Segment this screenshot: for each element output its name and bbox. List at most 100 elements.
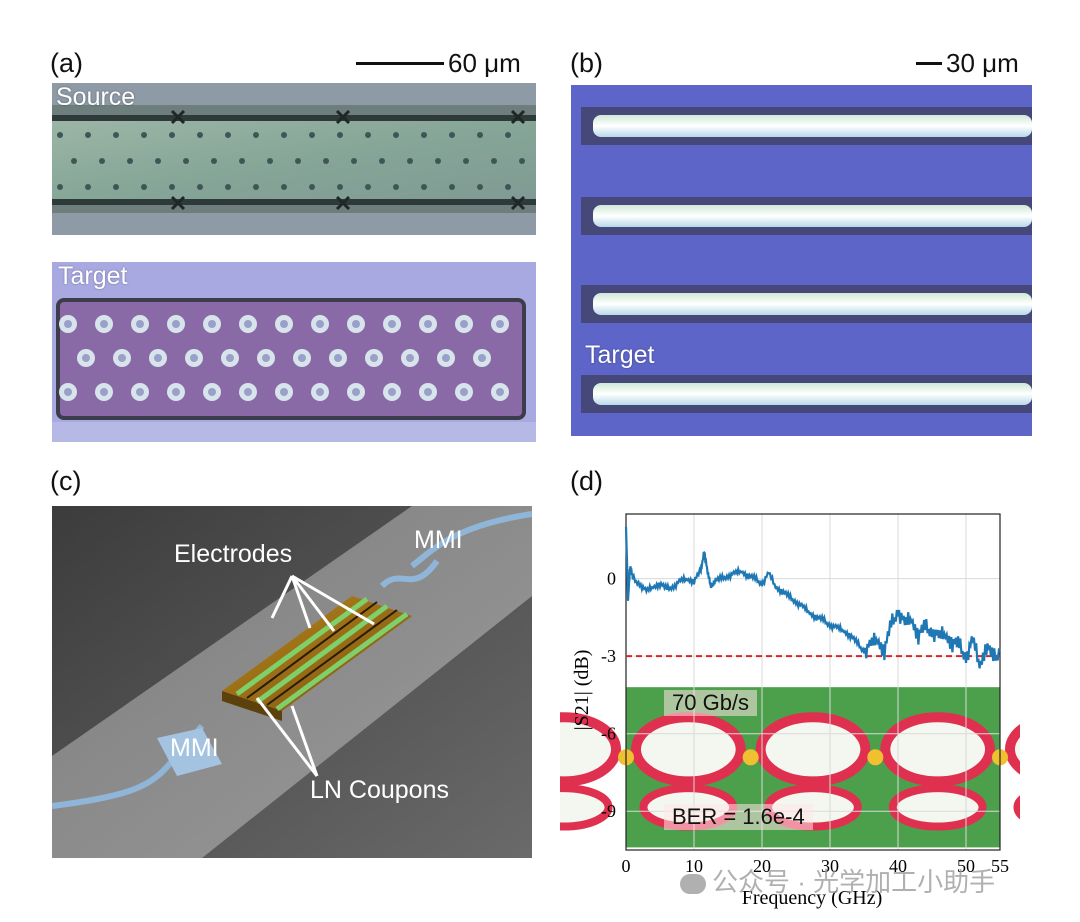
source-hole <box>141 132 147 138</box>
source-hole <box>393 132 399 138</box>
eye-opening <box>560 712 622 787</box>
source-hole <box>337 184 343 190</box>
source-hole <box>253 132 259 138</box>
source-hole <box>85 184 91 190</box>
electrodes-annotation: Electrodes <box>174 540 293 568</box>
source-hole <box>477 184 483 190</box>
eye-opening <box>880 712 996 787</box>
eye-diagram-inset <box>560 687 1020 848</box>
target-ring-core <box>424 320 432 328</box>
target-ring-core <box>478 354 486 362</box>
panel-b-photo: Target <box>571 85 1032 436</box>
device-3d-render <box>52 506 532 858</box>
panel-a-source-photo: Source <box>52 83 536 235</box>
target-ring-core <box>460 388 468 396</box>
scale-bar-line <box>356 61 444 65</box>
source-hole <box>519 158 525 164</box>
y-tick-label: -9 <box>601 801 616 821</box>
target-ring-core <box>208 320 216 328</box>
x-tick-label: 55 <box>991 856 1009 876</box>
target-ring-core <box>136 320 144 328</box>
target-ring-core <box>64 388 72 396</box>
watermark: 公众号 · 光学加工小助手 <box>680 862 995 899</box>
plot-frame <box>625 513 1001 851</box>
source-hole <box>169 132 175 138</box>
target-ring-core <box>172 320 180 328</box>
target-ring-core <box>334 354 342 362</box>
x-tick-label: 20 <box>753 856 771 876</box>
source-hole <box>505 184 511 190</box>
source-hole <box>239 158 245 164</box>
source-hole <box>127 158 133 164</box>
target-ring-core <box>64 320 72 328</box>
source-hole <box>99 158 105 164</box>
target-ring-core <box>100 320 108 328</box>
source-hole <box>435 158 441 164</box>
source-hole <box>141 184 147 190</box>
scale-bar-line <box>916 61 942 65</box>
y-tick-label: -3 <box>601 646 616 666</box>
waveguide-array-image <box>571 85 1032 436</box>
x-tick-label: 40 <box>889 856 907 876</box>
source-hole <box>365 132 371 138</box>
source-label: Source <box>56 83 136 111</box>
wechat-icon <box>680 874 706 895</box>
eye-crossing <box>742 749 759 766</box>
chart-axes: 0 10 20 30 40 50 55 0 -3 -6 -9 <box>601 513 1009 876</box>
target-ring-core <box>388 388 396 396</box>
waveguide <box>593 383 1032 405</box>
panel-a-target-photo: Target <box>52 262 536 442</box>
source-hole <box>85 132 91 138</box>
y-axis-label: |S21| (dB) <box>571 650 593 731</box>
source-microscope-image <box>52 83 536 235</box>
target-ring-core <box>496 388 504 396</box>
target-ring-core <box>352 320 360 328</box>
source-hole <box>449 132 455 138</box>
waveguide <box>593 115 1032 137</box>
target-ring-core <box>352 388 360 396</box>
target-ring-core <box>460 320 468 328</box>
target-ring-core <box>154 354 162 362</box>
source-hole <box>183 158 189 164</box>
source-hole <box>491 158 497 164</box>
x-tick-label: 50 <box>957 856 975 876</box>
eye-opening <box>755 712 871 787</box>
panel-b-label: (b) <box>570 48 603 78</box>
x-tick-label: 30 <box>821 856 839 876</box>
source-hole <box>211 158 217 164</box>
target-ring-core <box>226 354 234 362</box>
panel-d-label: (d) <box>570 466 603 496</box>
eye-opening-lower <box>888 784 987 831</box>
waveguide <box>593 293 1032 315</box>
source-hole <box>281 132 287 138</box>
target-microscope-image <box>52 262 536 442</box>
target-ring-core <box>244 320 252 328</box>
panel-a-scale-bar: 60 μm <box>356 48 521 79</box>
source-hole <box>197 132 203 138</box>
target-ring-core <box>82 354 90 362</box>
source-hole <box>295 158 301 164</box>
y-tick-label: 0 <box>607 569 616 589</box>
source-hole <box>71 158 77 164</box>
target-ring-core <box>262 354 270 362</box>
target-ring-core <box>208 388 216 396</box>
y-tick-label: -6 <box>601 724 616 744</box>
target-ring-core <box>244 388 252 396</box>
source-hole <box>197 184 203 190</box>
target-ring-core <box>442 354 450 362</box>
panel-a-label: (a) <box>50 48 83 78</box>
source-hole <box>477 132 483 138</box>
target-ring-core <box>136 388 144 396</box>
source-hole <box>281 184 287 190</box>
source-hole <box>57 184 63 190</box>
source-hole <box>253 184 259 190</box>
panel-c-label: (c) <box>50 466 82 496</box>
source-hole <box>309 132 315 138</box>
panel-a-scale-text: 60 μm <box>448 48 521 78</box>
s21-trace <box>624 526 1001 669</box>
target-ring-core <box>280 388 288 396</box>
source-hole <box>449 184 455 190</box>
ber-label: BER = 1.6e-4 <box>664 804 813 830</box>
source-hole <box>309 184 315 190</box>
target-ring-core <box>370 354 378 362</box>
